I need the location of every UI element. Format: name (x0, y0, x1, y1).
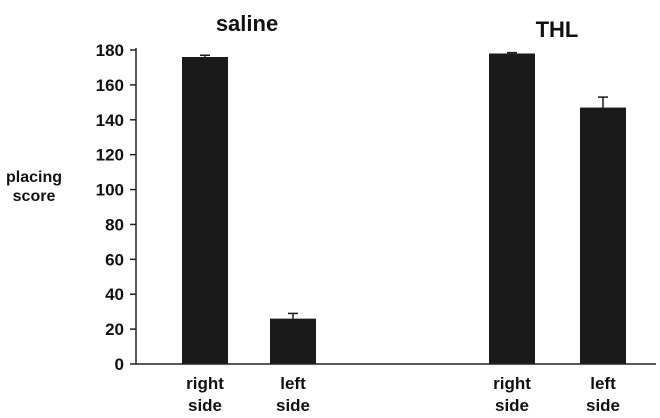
y-tick-label: 60 (105, 250, 124, 269)
x-tick-label: left (280, 374, 306, 393)
y-tick-label: 80 (105, 215, 124, 234)
x-tick-label: side (276, 396, 310, 415)
bars-group (182, 53, 626, 365)
group-title-thl: THL (536, 17, 579, 42)
y-tick-label: 40 (105, 285, 124, 304)
x-axis-labels: right side left side right side left side (186, 374, 620, 415)
x-tick-label: right (186, 374, 224, 393)
x-tick-label: left (590, 374, 616, 393)
y-tick-label: 160 (96, 76, 124, 95)
group-title-saline: saline (216, 11, 278, 36)
y-tick-label: 20 (105, 320, 124, 339)
bar (270, 318, 316, 364)
error-bars-group (200, 51, 608, 319)
x-tick-label: right (493, 374, 531, 393)
y-tick-label: 120 (96, 146, 124, 165)
x-tick-label: side (586, 396, 620, 415)
y-tick-label: 0 (115, 355, 124, 374)
y-axis-ticks: 0 20 40 60 80 100 120 140 160 180 (96, 41, 136, 374)
bar (489, 53, 535, 364)
y-axis-label-line-2: score (13, 188, 56, 205)
y-tick-label: 100 (96, 181, 124, 200)
bar (182, 56, 228, 364)
x-tick-label: side (188, 396, 222, 415)
bar (580, 107, 626, 365)
x-tick-label: side (495, 396, 529, 415)
y-tick-label: 140 (96, 111, 124, 130)
y-axis-label-line-1: placing (6, 169, 62, 186)
y-tick-label: 180 (96, 41, 124, 60)
